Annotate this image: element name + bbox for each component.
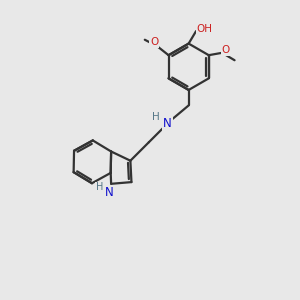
- Text: H: H: [96, 182, 103, 192]
- Text: H: H: [152, 112, 160, 122]
- Text: O: O: [150, 37, 158, 47]
- Text: N: N: [163, 117, 172, 130]
- Text: OH: OH: [196, 24, 212, 34]
- Text: O: O: [221, 45, 230, 56]
- Text: N: N: [105, 186, 114, 199]
